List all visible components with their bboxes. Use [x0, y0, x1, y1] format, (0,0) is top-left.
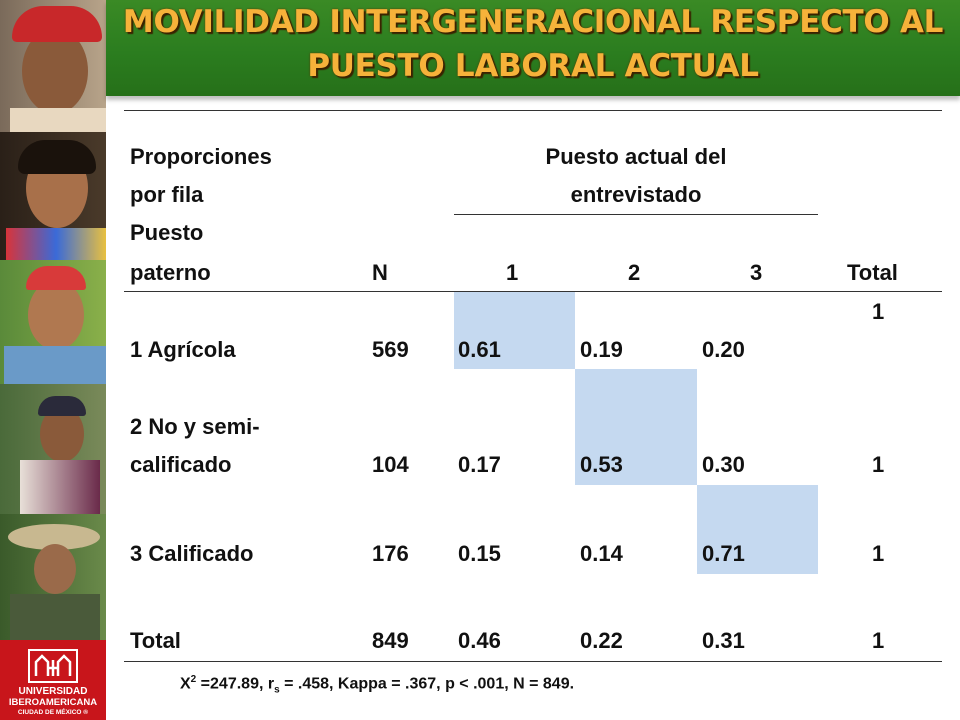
header-col2: 2 [628, 260, 641, 285]
header-bottom-rule [124, 291, 942, 292]
row3-label: 3 Calificado [130, 541, 254, 566]
header-group-line1: Puesto actual del [545, 144, 727, 169]
row3-col3: 0.71 [702, 541, 745, 566]
portrait-photo-3 [0, 260, 106, 384]
logo-text-line1: UNIVERSIDAD [18, 686, 88, 697]
total-row-col3: 0.31 [702, 628, 745, 653]
row1-col3: 0.20 [702, 337, 745, 362]
total-row-col1: 0.46 [458, 628, 501, 653]
university-emblem-icon [28, 649, 78, 683]
header-row-label-line4: paterno [130, 260, 211, 285]
row3-col1: 0.15 [458, 541, 501, 566]
slide-title-line1: MOVILIDAD INTERGENERACIONAL RESPECTO AL [122, 4, 944, 40]
row1-col1: 0.61 [458, 337, 501, 362]
highlight-cell-row2-col2 [575, 369, 697, 485]
row2-col3: 0.30 [702, 452, 745, 477]
row3-n: 176 [372, 541, 409, 566]
logo-text-line3: CIUDAD DE MÉXICO ® [17, 709, 89, 716]
header-col1: 1 [506, 260, 519, 285]
university-logo: UNIVERSIDAD IBEROAMERICANA CIUDAD DE MÉX… [0, 640, 106, 720]
footnote-chi-symbol: X [180, 675, 191, 693]
table-bottom-rule [124, 661, 942, 662]
total-row-label: Total [130, 628, 181, 653]
total-row-n: 849 [372, 628, 409, 653]
group-header-rule [454, 214, 818, 215]
total-row-total: 1 [872, 628, 885, 653]
row1-n: 569 [372, 337, 409, 362]
row2-label-line2: calificado [130, 452, 232, 477]
footnote-part1: =247.89, r [196, 675, 275, 693]
row2-col1: 0.17 [458, 452, 501, 477]
total-row-col2: 0.22 [580, 628, 623, 653]
header-row-label-line2: por fila [130, 182, 204, 207]
highlight-cell-row1-col1 [454, 292, 575, 369]
logo-text-line2: IBEROAMERICANA [8, 697, 98, 708]
portrait-photo-1 [0, 0, 106, 132]
portrait-photo-5 [0, 514, 106, 640]
footnote-r-subscript: s [274, 684, 280, 696]
header-n: N [372, 260, 388, 285]
row2-label-line1: 2 No y semi- [130, 414, 260, 439]
row3-total: 1 [872, 541, 885, 566]
portrait-photo-4 [0, 384, 106, 514]
row2-total: 1 [872, 452, 885, 477]
footnote-chi-superscript: 2 [190, 674, 197, 685]
title-banner: MOVILIDAD INTERGENERACIONAL RESPECTO AL … [106, 0, 960, 96]
row2-col2: 0.53 [580, 452, 623, 477]
table-top-rule [124, 110, 942, 111]
footnote-part2: = .458, Kappa = .367, p < .001, N = 849. [279, 675, 575, 693]
highlight-cell-row3-col3 [697, 485, 818, 574]
portrait-photo-strip [0, 0, 106, 640]
row2-n: 104 [372, 452, 409, 477]
statistics-footnote: X2 =247.89, rs = .458, Kappa = .367, p <… [180, 674, 574, 696]
slide-title-line2: PUESTO LABORAL ACTUAL [307, 48, 759, 84]
header-group-line2: entrevistado [570, 182, 702, 207]
header-row-label-line3: Puesto [130, 220, 204, 245]
header-col3: 3 [750, 260, 763, 285]
header-row-label-line1: Proporciones [130, 144, 272, 169]
row1-total: 1 [872, 299, 885, 324]
row1-col2: 0.19 [580, 337, 623, 362]
portrait-photo-2 [0, 132, 106, 260]
row1-label: 1 Agrícola [130, 337, 236, 362]
header-total: Total [847, 260, 898, 285]
row3-col2: 0.14 [580, 541, 623, 566]
